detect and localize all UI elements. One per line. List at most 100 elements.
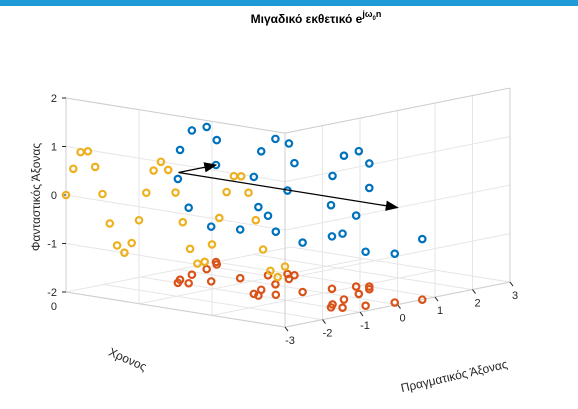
projection-imaginary-point	[163, 165, 173, 175]
projection-imaginary-point	[127, 238, 137, 248]
projection-imaginary-point	[98, 189, 107, 199]
axes-edge	[65, 97, 286, 134]
helix-point	[175, 145, 185, 155]
arrow-annotation-2	[178, 171, 399, 211]
projection-real-point	[187, 270, 197, 280]
tick-labels: 2 1 0 -1 -2 0 -3 -2 -1 0 1 2 3	[47, 93, 518, 347]
projection-imaginary-point	[83, 146, 93, 156]
helix-point	[202, 122, 211, 132]
x-tick-mark	[359, 311, 364, 317]
helix-point	[271, 134, 280, 144]
helix-point	[256, 147, 266, 156]
helix-point	[338, 229, 347, 238]
projection-real-point	[271, 290, 281, 300]
projection-imaginary-point	[266, 266, 275, 276]
helix-point	[298, 238, 307, 247]
projection-real-point	[338, 303, 347, 313]
chart-title-prefix: Μιγαδικό εκθετικό e	[251, 12, 363, 26]
x-tick-label: 1	[437, 305, 443, 317]
projection-real-point	[206, 277, 216, 286]
projection-real-point	[202, 264, 211, 274]
helix-point	[187, 126, 197, 135]
projection-imaginary-point	[185, 244, 195, 254]
y-axis-label: Χρονος	[107, 345, 149, 374]
arrow-annotation-1	[178, 162, 218, 174]
axes-edge	[284, 87, 511, 134]
projection-real-point	[327, 284, 337, 294]
projection-imaginary-point	[112, 241, 122, 250]
grid-layer	[65, 87, 511, 328]
helix-point	[206, 222, 216, 231]
projection-imaginary-point	[105, 219, 115, 228]
projection-real-point	[354, 289, 364, 299]
window-accent-bar	[0, 0, 578, 6]
projection-real-point	[417, 295, 427, 304]
helix-point	[327, 232, 337, 241]
helix-point	[351, 211, 361, 220]
projection-imaginary-point	[120, 248, 129, 257]
z-tick-label: 2	[51, 93, 57, 105]
projection-real-point	[290, 270, 299, 280]
helix-point	[212, 135, 222, 145]
projection-real-point	[184, 278, 193, 288]
projection-imaginary-point	[273, 272, 283, 282]
arrow-annotations	[178, 162, 399, 211]
x-tick-label: -3	[285, 335, 295, 347]
gridline-floor	[215, 261, 436, 298]
gridline-floor	[178, 269, 398, 306]
helix-point	[271, 227, 281, 236]
projection-imaginary-point	[90, 162, 100, 172]
projection-real-point	[284, 274, 294, 284]
projection-imaginary-point	[236, 171, 246, 181]
z-tick-label: -2	[47, 287, 57, 299]
chart-title-exp-omega: ω	[365, 9, 373, 19]
chart-title-exp-sub: 0	[372, 16, 376, 22]
x-tick-mark	[284, 326, 289, 332]
x-tick-mark	[434, 296, 439, 302]
projection-real-point	[235, 273, 245, 283]
z-axis-label: Φανταστικός Άξονας	[29, 143, 43, 251]
projection-imaginary-point	[142, 188, 151, 198]
helix-point	[390, 249, 400, 258]
x-tick-mark	[509, 281, 514, 287]
chart-title-exp-n: n	[376, 9, 382, 19]
z-tick-label: -1	[47, 239, 57, 251]
axes-box	[65, 87, 511, 328]
chart-title: Μιγαδικό εκθετικό ejω0n	[251, 9, 382, 26]
gridline-left-wall	[65, 146, 286, 183]
projection-real-point	[390, 298, 400, 307]
x-tick-label: 3	[512, 290, 518, 302]
projection-imaginary-point	[149, 166, 158, 175]
projection-real-point	[173, 278, 183, 288]
z-tick-label: 1	[51, 142, 57, 154]
gridline-floor	[65, 246, 292, 293]
gridline-floor	[103, 284, 323, 321]
projection-imaginary-point	[258, 245, 268, 254]
gridline-left-wall	[65, 243, 286, 280]
x-tick-mark	[472, 289, 476, 294]
projection-real-point	[339, 295, 349, 304]
projection-imaginary-point	[280, 262, 290, 271]
projection-imaginary-point	[244, 188, 253, 198]
helix-point	[263, 211, 273, 221]
axes-edge	[65, 291, 286, 328]
projection-imaginary-point	[222, 187, 231, 197]
gridline-floor	[138, 258, 365, 305]
chart-title-exp-j: j	[361, 9, 365, 19]
projection-imaginary-point	[215, 213, 224, 223]
z-tick-label: 0	[51, 190, 57, 202]
x-axis-label: Πραγματικός Άξονας	[399, 357, 509, 395]
helix-point	[354, 146, 364, 156]
projection-real-point	[254, 291, 263, 300]
projection-imaginary-point	[69, 164, 78, 174]
helix-point	[173, 174, 183, 184]
helix-point	[254, 202, 263, 212]
y-tick-label: 0	[51, 301, 57, 313]
projection-real-point	[351, 282, 361, 291]
projection-real-point	[326, 303, 336, 312]
data-points	[61, 122, 427, 313]
projection-real-point	[298, 287, 307, 297]
x-tick-mark	[322, 319, 326, 324]
projection-imaginary-point	[193, 259, 202, 268]
